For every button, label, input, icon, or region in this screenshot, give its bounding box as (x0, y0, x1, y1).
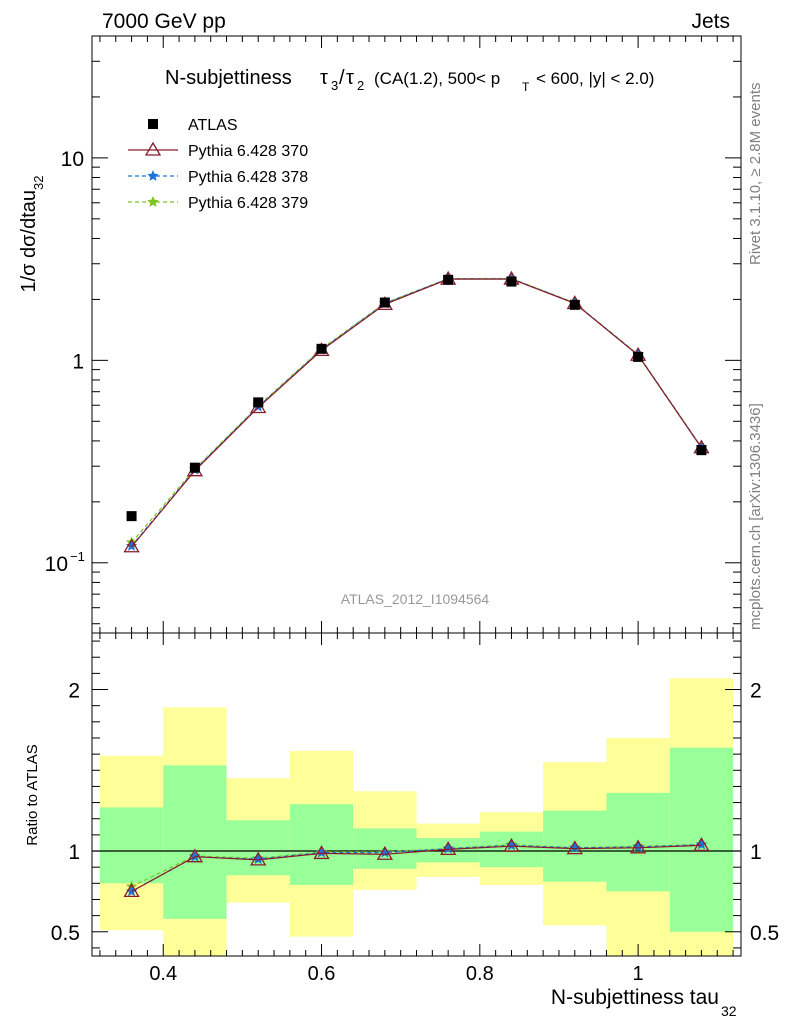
x-label-text: N-subjettiness tau (551, 986, 719, 1009)
main-y-tick-label-exp: −1 (70, 549, 85, 564)
ratio-y-tick-label: 1 (68, 841, 80, 864)
ratio-band-inner (163, 765, 227, 919)
ratio-data-point (505, 839, 518, 851)
ratio-series-layer (123, 837, 710, 898)
title-slash: / (339, 67, 345, 89)
ratio-data-point (632, 841, 644, 852)
ratio-data-point (250, 851, 267, 866)
title-tau3-sub: 3 (331, 78, 338, 93)
ratio-data-point (569, 841, 581, 853)
legend-label: ATLAS (188, 117, 238, 134)
ratio-y-tick-label-right: 2 (750, 680, 762, 703)
legend-label: Pythia 6.428 378 (188, 169, 308, 186)
ratio-series-line (131, 844, 702, 892)
ratio-y-tick-label: 2 (68, 680, 80, 703)
title-tau3: τ (320, 67, 328, 89)
ratio-data-point (566, 840, 583, 855)
x-label-sub: 32 (721, 1003, 737, 1019)
title-suffix-end: < 600, |y| < 2.0) (536, 69, 654, 88)
ratio-x-tick-label: 1 (633, 963, 644, 985)
main-data-point (253, 397, 264, 408)
ratio-data-point (503, 837, 520, 852)
legend-marker (144, 141, 162, 156)
ratio-y-tick-label-right: 1 (750, 841, 762, 864)
main-data-point (569, 299, 580, 310)
energy-label: 7000 GeV pp (102, 10, 226, 33)
main-series-line (131, 278, 702, 547)
main-data-point (443, 274, 454, 285)
main-data-point (696, 445, 707, 456)
ratio-x-tick-label: 0.6 (308, 963, 336, 985)
main-y-tick-label: 10 (45, 553, 68, 576)
main-data-point (189, 462, 200, 473)
ratio-band-inner (226, 820, 290, 876)
ratio-data-point (442, 842, 454, 854)
legend-marker (148, 119, 158, 129)
main-y-label-text: 1/σ dσ/dtau (18, 190, 40, 293)
legend-label: Pythia 6.428 370 (188, 143, 308, 160)
ratio-uncertainty-bands (99, 678, 734, 956)
ratio-y-axis-label: Ratio to ATLAS (24, 744, 41, 845)
main-data-point (125, 540, 138, 551)
title-tau2: τ (346, 67, 354, 89)
ratio-band-inner (289, 804, 354, 885)
ratio-data-point (440, 841, 457, 856)
ratio-data-point (695, 838, 708, 850)
main-data-point (379, 297, 390, 308)
legend-marker (147, 170, 159, 181)
main-data-point (126, 511, 137, 522)
main-y-tick-label: 10 (61, 148, 84, 171)
ratio-data-point (315, 846, 328, 858)
ratio-x-tick-label: 0.8 (466, 963, 494, 985)
ratio-band-inner (479, 831, 544, 868)
main-y-axis-label: 1/σ dσ/dtau 32 (18, 176, 46, 293)
ratio-data-point (693, 837, 710, 852)
plot-title: N-subjettiness τ 3 / τ 2 (CA(1.2), 500< … (165, 67, 654, 94)
ratio-y-tick-label: 0.5 (51, 922, 80, 945)
rivet-label: Rivet 3.1.10, ≥ 2.8M events (747, 83, 764, 266)
ratio-data-point (186, 848, 204, 863)
ratio-data-point (252, 853, 264, 864)
main-data-point (506, 276, 517, 287)
legend-marker (147, 196, 159, 207)
main-series-line (131, 277, 702, 543)
title-pt-sub: T (522, 80, 530, 94)
main-data-point (633, 351, 644, 362)
ratio-data-point (376, 845, 393, 860)
title-prefix: N-subjettiness (165, 67, 292, 89)
ratio-data-point (379, 846, 391, 858)
x-axis-label: N-subjettiness tau 32 (551, 986, 737, 1019)
ratio-x-tick-label: 0.4 (149, 963, 177, 985)
ratio-y-tick-label-right: 0.5 (750, 922, 779, 945)
ratio-band-inner (99, 807, 164, 884)
ratio-data-point (629, 839, 647, 854)
main-data-point (123, 538, 140, 553)
main-series-line (131, 278, 702, 548)
mcplots-label: mcplots.cern.ch [arXiv:1306.3436] (747, 403, 764, 630)
category-label: Jets (691, 10, 730, 33)
legend: ATLAS Pythia 6.428 370 Pythia 6.428 378 Pyt… (128, 117, 308, 212)
ratio-plot-panel: 0.4 0.6 0.8 1 0.5 0.5 1 1 2 2 (51, 632, 779, 985)
main-y-tick-label: 1 (72, 350, 84, 373)
ratio-series-line (131, 844, 702, 892)
ratio-data-point (313, 845, 330, 860)
main-data-point (316, 343, 327, 354)
ratio-data-point (123, 883, 140, 898)
title-tau2-sub: 2 (357, 78, 364, 93)
title-suffix: (CA(1.2), 500< p (374, 69, 500, 88)
main-series-layer (123, 270, 710, 553)
analysis-label: ATLAS_2012_I1094564 (341, 591, 490, 607)
legend-label: Pythia 6.428 379 (188, 195, 308, 212)
main-y-label-sub: 32 (31, 176, 46, 190)
ratio-frame (91, 632, 742, 957)
